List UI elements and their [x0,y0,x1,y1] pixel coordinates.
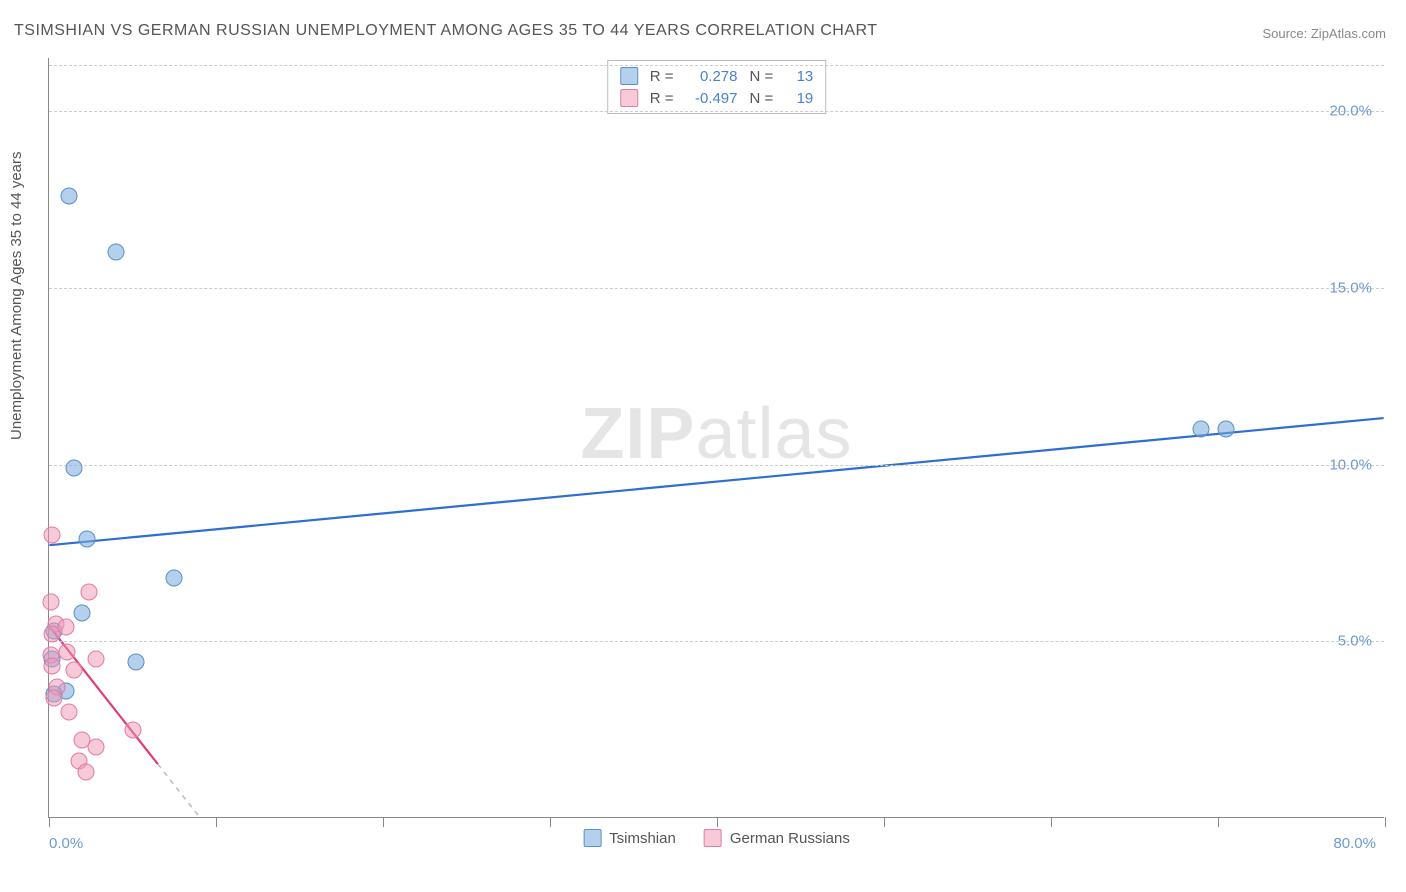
data-point [61,187,78,204]
data-point [87,739,104,756]
data-point [79,530,96,547]
data-point [124,721,141,738]
gridline-h [49,65,1384,66]
y-tick-label: 5.0% [1338,633,1372,650]
data-point [44,658,61,675]
x-tick [550,817,551,827]
data-point [44,626,61,643]
legend-label: German Russians [730,830,850,847]
data-point [66,661,83,678]
legend-swatch [704,829,722,847]
legend-item: German Russians [704,829,850,847]
source-label: Source: ZipAtlas.com [1262,26,1386,41]
x-tick [1385,817,1386,827]
legend: Tsimshian German Russians [583,829,850,847]
legend-swatch [583,829,601,847]
x-tick [1218,817,1219,827]
data-point [46,689,63,706]
gridline-h [49,465,1384,466]
legend-label: Tsimshian [609,830,676,847]
data-point [74,604,91,621]
x-tick-label: 80.0% [1333,835,1376,852]
x-tick [884,817,885,827]
data-point [1218,421,1235,438]
data-point [87,650,104,667]
gridline-h [49,288,1384,289]
gridline-h [49,111,1384,112]
x-tick [49,817,50,827]
data-point [107,244,124,261]
trend-lines [49,58,1384,817]
gridline-h [49,641,1384,642]
y-tick-label: 20.0% [1329,103,1372,120]
data-point [1193,421,1210,438]
x-tick [717,817,718,827]
data-point [44,527,61,544]
y-tick-label: 10.0% [1329,456,1372,473]
x-tick-label: 0.0% [49,835,83,852]
data-point [66,460,83,477]
data-point [59,643,76,660]
data-point [77,764,94,781]
chart-title: TSIMSHIAN VS GERMAN RUSSIAN UNEMPLOYMENT… [14,22,878,40]
data-point [166,569,183,586]
y-axis-label: Unemployment Among Ages 35 to 44 years [8,151,25,440]
y-tick-label: 15.0% [1329,279,1372,296]
data-point [61,703,78,720]
x-tick [383,817,384,827]
chart-container: TSIMSHIAN VS GERMAN RUSSIAN UNEMPLOYMENT… [0,0,1406,892]
x-tick [216,817,217,827]
plot-area: ZIPatlas R = 0.278 N = 13 R = -0.497 N =… [48,58,1384,818]
legend-item: Tsimshian [583,829,676,847]
data-point [42,594,59,611]
data-point [81,583,98,600]
x-tick [1051,817,1052,827]
data-point [127,654,144,671]
